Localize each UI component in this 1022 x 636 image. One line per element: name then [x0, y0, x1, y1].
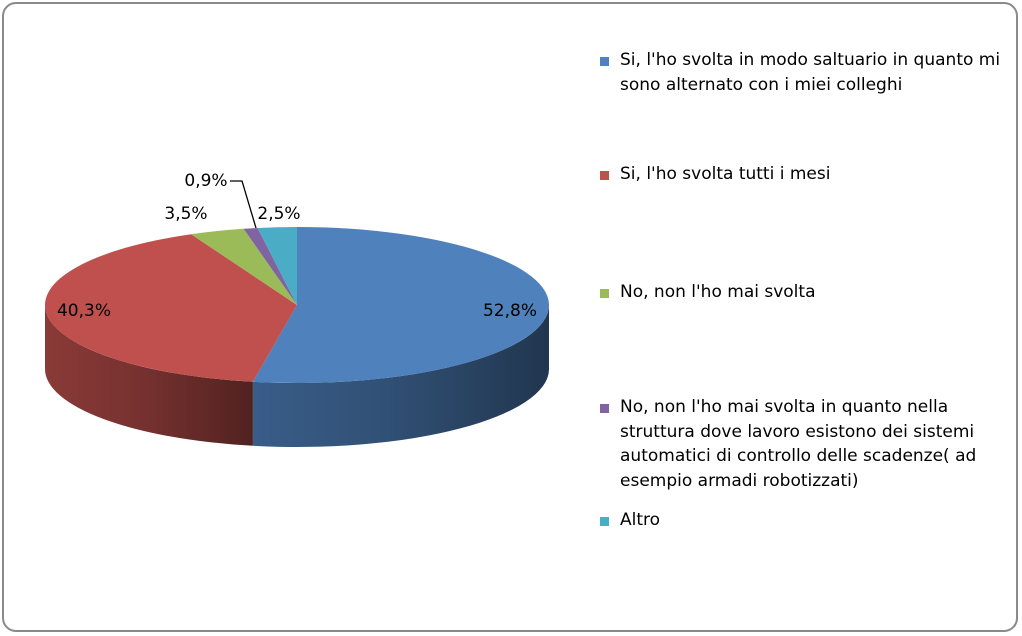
- legend-swatch: [600, 517, 609, 526]
- slice-tutti-i-mesi-side: [45, 305, 253, 446]
- legend-swatch: [600, 289, 609, 298]
- slice-mai-svolta: [191, 228, 297, 305]
- legend-label: No, non l'ho mai svolta in quanto nella …: [620, 397, 977, 491]
- legend-swatch: [600, 171, 609, 180]
- data-label: 2,5%: [257, 204, 300, 224]
- data-label: 0,9%: [184, 171, 227, 191]
- data-label: 3,5%: [164, 204, 207, 224]
- data-label: 52,8%: [483, 301, 537, 321]
- slice-saltuario: [252, 227, 550, 383]
- legend-label: Altro: [620, 510, 661, 530]
- legend-swatch: [600, 57, 609, 66]
- slice-sistemi-automatici: [243, 227, 297, 305]
- data-label: 40,3%: [57, 301, 111, 321]
- slice-tutti-i-mesi: [45, 234, 297, 382]
- legend-swatch: [600, 404, 609, 413]
- legend-label: Si, l'ho svolta tutti i mesi: [620, 164, 831, 184]
- legend-label: Si, l'ho svolta in modo saltuario in qua…: [620, 50, 1001, 95]
- legend-label: No, non l'ho mai svolta: [620, 282, 816, 302]
- leader-line: [230, 180, 257, 229]
- slice-altro: [257, 227, 297, 305]
- slice-saltuario-side: [252, 305, 549, 447]
